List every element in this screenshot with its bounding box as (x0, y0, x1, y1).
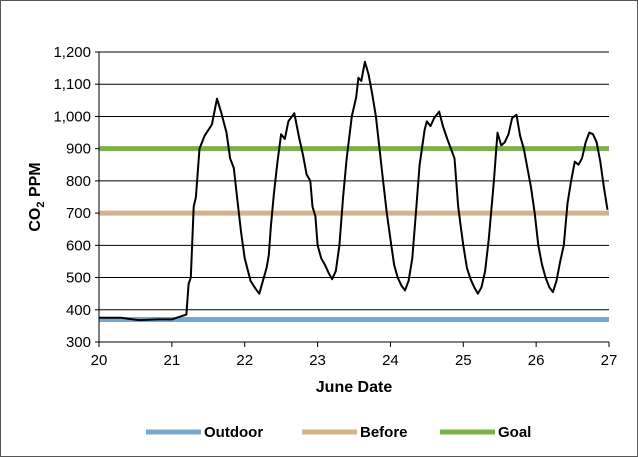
legend-label-outdoor: Outdoor (204, 424, 263, 441)
y-tick-label: 1,200 (53, 44, 91, 61)
y-tick-label: 600 (66, 237, 91, 254)
legend-label-before: Before (360, 424, 408, 441)
x-tick-labels: 20 21 22 23 24 25 26 27 (91, 342, 618, 369)
y-tick-label: 700 (66, 205, 91, 222)
x-tick-label: 22 (236, 352, 253, 369)
y-tick-label: 1,000 (53, 108, 91, 125)
y-axis-title-suffix: PPM (27, 162, 44, 201)
y-tick-label: 300 (66, 334, 91, 351)
series-line-co2 (99, 60, 609, 322)
y-axis-title-subscript: 2 (35, 202, 47, 208)
x-tick-label: 24 (382, 352, 399, 369)
y-tick-label: 500 (66, 270, 91, 287)
x-tick-label: 20 (91, 352, 108, 369)
y-tick-label: 400 (66, 302, 91, 319)
x-axis-title: June Date (316, 379, 393, 396)
y-axis-title-prefix: CO (27, 208, 44, 232)
axes (98, 52, 609, 343)
legend-label-goal: Goal (498, 424, 531, 441)
x-tick-label: 23 (309, 352, 326, 369)
y-axis-title: CO2 PPM (27, 162, 47, 231)
x-tick-label: 21 (164, 352, 181, 369)
y-tick-label: 900 (66, 141, 91, 158)
x-tick-label: 26 (528, 352, 545, 369)
legend: Outdoor Before Goal (146, 424, 531, 441)
y-tick-label: 800 (66, 173, 91, 190)
y-tick-labels: 300 400 500 600 700 800 900 1,000 1,100 1,200 (53, 44, 99, 351)
reference-lines (99, 146, 609, 322)
x-tick-label: 27 (601, 352, 618, 369)
y-tick-label: 1,100 (53, 76, 91, 93)
data-series (99, 60, 609, 322)
x-tick-label: 25 (455, 352, 472, 369)
